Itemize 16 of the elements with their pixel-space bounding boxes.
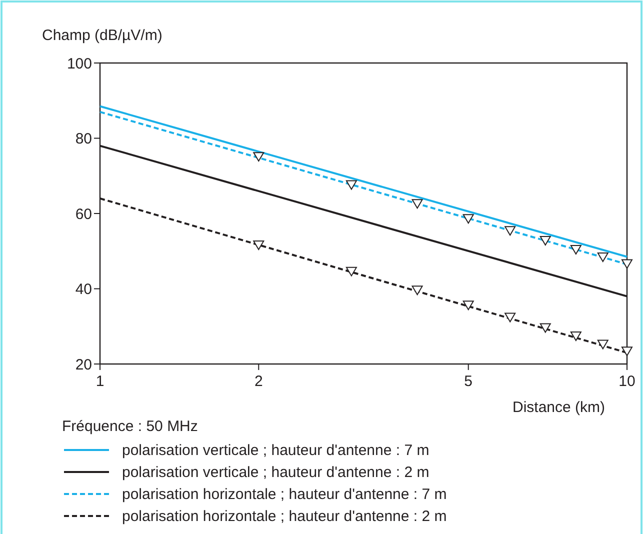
x-tick-label: 2: [254, 373, 263, 390]
legend-label: polarisation verticale ; hauteur d'antenne : 7 m: [122, 442, 430, 459]
y-tick-label: 60: [75, 206, 92, 223]
y-tick-label: 40: [75, 281, 92, 298]
y-tick-label: 80: [75, 130, 92, 148]
x-tick-label: 1: [96, 373, 104, 390]
y-tick-label: 100: [66, 55, 92, 72]
x-axis-title: Distance (km): [512, 399, 605, 416]
x-tick-label: 5: [464, 373, 473, 390]
legend-label: polarisation verticale ; hauteur d'antenne : 2 m: [122, 464, 430, 481]
legend-label: polarisation horizontale ; hauteur d'antenne : 2 m: [122, 508, 447, 525]
text: Fréquence : 50 MHz: [62, 418, 198, 435]
x-tick-label: 10: [618, 373, 636, 390]
y-tick-label: 20: [75, 356, 92, 374]
legend-label: polarisation horizontale ; hauteur d'antenne : 7 m: [122, 486, 447, 503]
y-axis-title: Champ (dB/µV/m): [42, 27, 162, 44]
